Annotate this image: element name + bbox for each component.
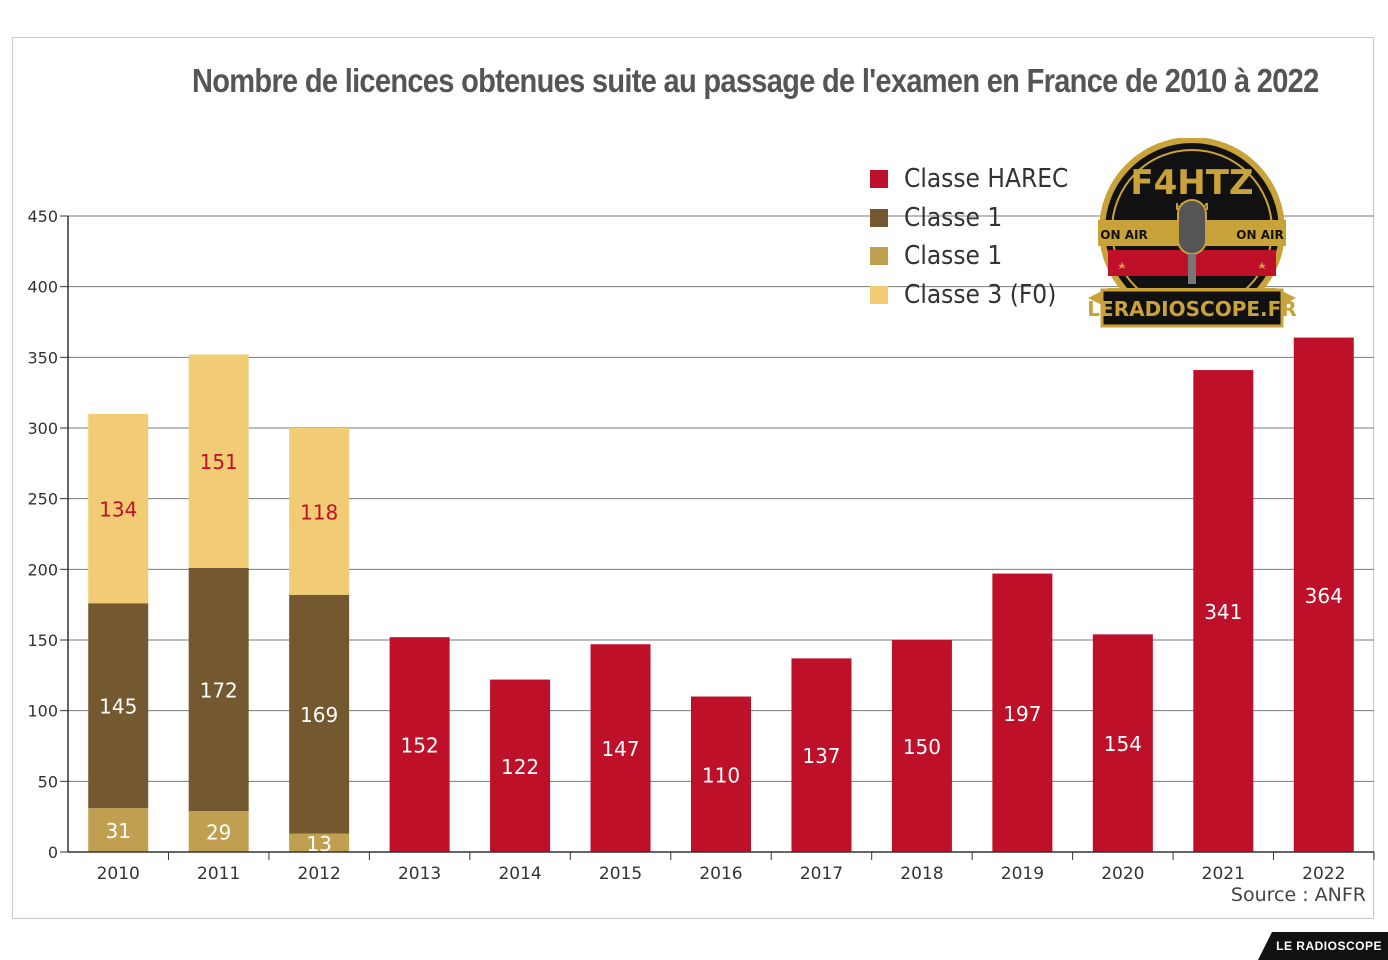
data-label: 364 [1305, 584, 1343, 608]
data-label: 137 [802, 744, 840, 768]
bar-segment [188, 354, 249, 568]
bar-segment [88, 808, 149, 852]
data-label: 341 [1204, 600, 1242, 624]
footer-brand: LE RADIOSCOPE [1258, 932, 1388, 960]
logo-banner: LERADIOSCOPE.FR [1088, 297, 1296, 321]
legend-swatch-classe3 [870, 285, 888, 304]
chart-frame [12, 37, 1374, 919]
x-tick-label: 2019 [1001, 864, 1044, 884]
y-tick-label: 200 [27, 560, 58, 579]
logo-callsign: F4HTZ [1130, 163, 1253, 203]
data-label: 134 [99, 498, 137, 522]
x-tick-label: 2018 [900, 864, 943, 884]
legend-label-classe1-light: Classe 1 [904, 241, 1003, 272]
bar-segment [88, 603, 149, 809]
bar-segment [1193, 370, 1254, 852]
legend-label-classe1-dark: Classe 1 [904, 202, 1003, 233]
data-label: 151 [200, 450, 238, 474]
bar-segment [1293, 337, 1354, 853]
bar-segment [1092, 634, 1153, 852]
bar-segment [791, 658, 852, 852]
x-tick-label: 2014 [498, 864, 541, 884]
f4htz-logo: F4HTZ H.A.M ON AIR ON AIR LERADIOSCOPE.F… [1088, 138, 1296, 328]
logo-on-air-left: ON AIR [1100, 228, 1147, 242]
bar-segment [88, 413, 149, 604]
data-label: 169 [300, 703, 338, 727]
legend: Classe HAREC Classe 1 Classe 1 Classe 3 … [870, 160, 1087, 314]
x-tick-label: 2011 [197, 864, 240, 884]
logo-on-air-right: ON AIR [1236, 228, 1283, 242]
x-tick-label: 2013 [398, 864, 441, 884]
legend-item-classe1-light: Classe 1 [870, 237, 1087, 276]
x-tick-label: 2015 [599, 864, 642, 884]
x-tick-label: 2016 [699, 864, 742, 884]
x-tick-label: 2022 [1302, 864, 1345, 884]
bar-segment [188, 567, 249, 812]
bar-segment [490, 679, 551, 852]
x-tick-label: 2010 [97, 864, 140, 884]
legend-swatch-classe1-light [870, 247, 888, 266]
legend-item-classe1-dark: Classe 1 [870, 199, 1087, 238]
data-label: 110 [702, 763, 740, 787]
data-label: 197 [1003, 702, 1041, 726]
y-tick-label: 400 [27, 278, 58, 297]
bar-segment [691, 696, 751, 852]
data-label: 154 [1104, 732, 1142, 756]
data-label: 152 [401, 734, 439, 758]
y-tick-label: 150 [27, 631, 58, 650]
x-tick-label: 2021 [1202, 864, 1245, 884]
legend-item-harec: Classe HAREC [870, 160, 1087, 199]
bar-segment [389, 637, 450, 852]
bar-segment [289, 833, 350, 852]
x-tick-label: 2020 [1101, 864, 1144, 884]
data-label: 150 [903, 735, 941, 759]
source-note: Source : ANFR [1230, 884, 1366, 906]
microphone-icon [1177, 199, 1207, 255]
y-tick-label: 250 [27, 490, 58, 509]
x-tick-label: 2017 [800, 864, 843, 884]
data-label: 145 [99, 695, 137, 719]
y-tick-label: 50 [38, 772, 58, 791]
legend-swatch-harec [870, 170, 888, 189]
data-label: 122 [501, 755, 539, 779]
legend-item-classe3: Classe 3 (F0) [870, 276, 1087, 315]
data-label: 118 [300, 500, 338, 524]
data-label: 29 [206, 821, 231, 845]
legend-label-classe3: Classe 3 (F0) [904, 279, 1057, 310]
data-label: 147 [601, 737, 639, 761]
bar-segment [590, 644, 651, 852]
bar-segment [992, 573, 1053, 852]
y-tick-label: 100 [27, 702, 58, 721]
data-label: 172 [200, 678, 238, 702]
bar-segment [188, 811, 249, 852]
data-label: 31 [106, 819, 131, 843]
legend-swatch-classe1-dark [870, 208, 888, 227]
y-tick-label: 300 [27, 419, 58, 438]
y-tick-label: 350 [27, 348, 58, 367]
legend-label-harec: Classe HAREC [904, 164, 1069, 195]
bar-segment [289, 594, 350, 834]
x-tick-label: 2012 [298, 864, 341, 884]
y-tick-label: 0 [48, 843, 58, 862]
bar-segment [891, 640, 952, 852]
bar-segment [289, 428, 350, 595]
chart-title: Nombre de licences obtenues suite au pas… [192, 62, 1319, 99]
y-tick-label: 450 [27, 207, 58, 226]
